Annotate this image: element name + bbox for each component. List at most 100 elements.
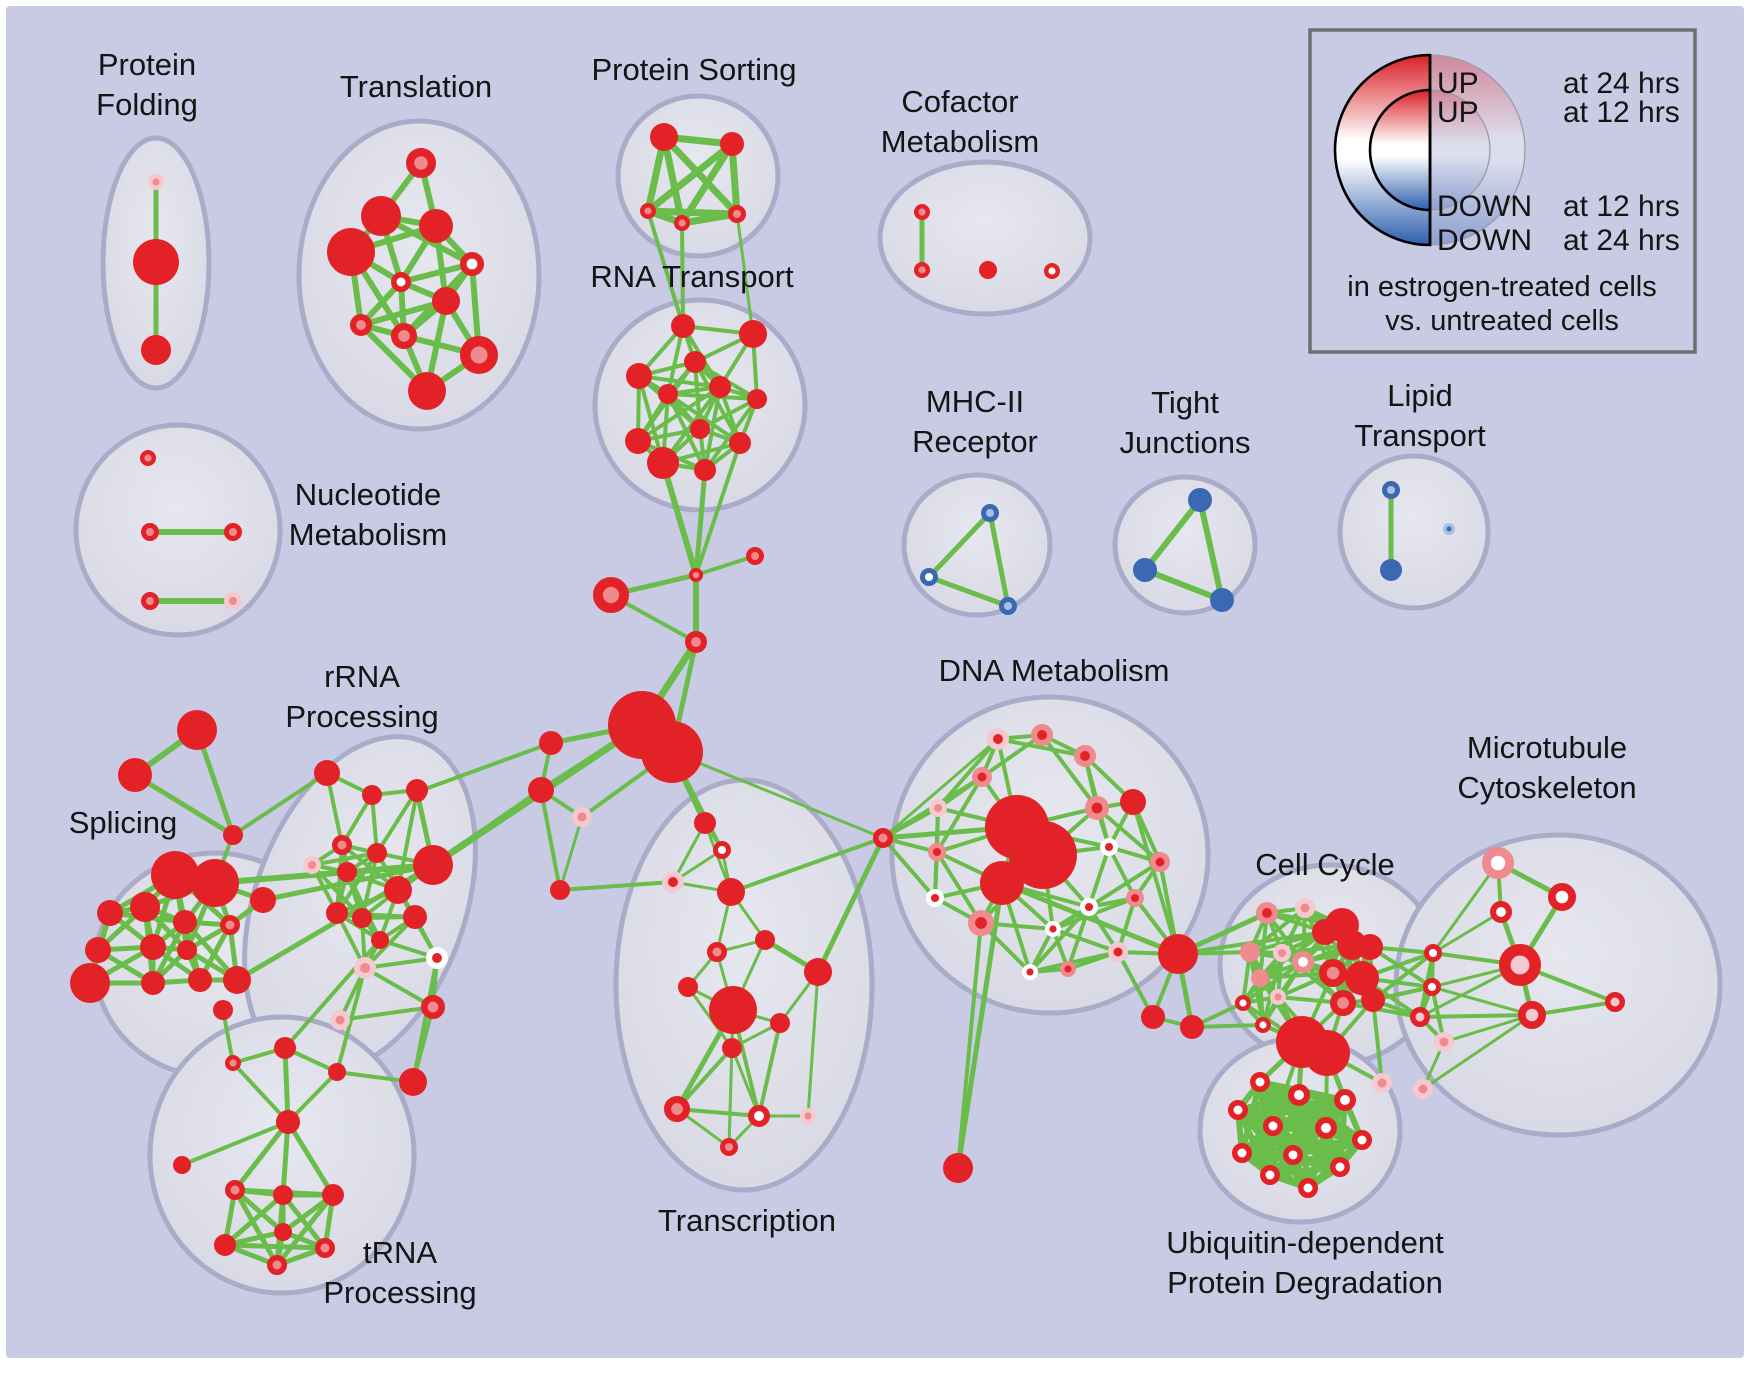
gene-node-rs bbox=[1329, 990, 1356, 1017]
edge bbox=[1028, 905, 1091, 974]
gene-node-rw bbox=[1283, 1145, 1303, 1165]
cluster-label-trna-processing: tRNA Processing bbox=[323, 1235, 476, 1310]
cluster-label-transcription: Transcription bbox=[658, 1203, 836, 1238]
gene-node-rs bbox=[141, 591, 160, 610]
gene-node-r bbox=[678, 977, 698, 997]
edge bbox=[1142, 567, 1225, 603]
edge bbox=[1241, 960, 1305, 1005]
gene-node-sr bbox=[1085, 795, 1110, 820]
gene-node-b bbox=[1380, 559, 1402, 581]
gene-node-r bbox=[1357, 934, 1383, 960]
gene-node-r bbox=[722, 1038, 742, 1058]
edge bbox=[1131, 800, 1180, 956]
edge bbox=[232, 1187, 286, 1235]
gene-node-rw bbox=[1234, 995, 1251, 1012]
gene-node-r bbox=[223, 966, 251, 994]
edge bbox=[280, 1192, 328, 1251]
gene-node-b bbox=[1133, 558, 1157, 582]
gene-node-ps bbox=[1413, 1079, 1433, 1099]
gene-node-r bbox=[352, 908, 372, 928]
edge bbox=[996, 737, 1087, 758]
gene-node-r bbox=[223, 825, 243, 845]
edge bbox=[231, 1061, 290, 1124]
edge bbox=[1087, 860, 1162, 909]
cluster-bubble-cofactor-metabolism bbox=[877, 159, 1093, 317]
edge bbox=[926, 510, 993, 580]
gene-node-rs bbox=[420, 994, 445, 1019]
gene-node-sr bbox=[1256, 902, 1279, 925]
gene-node-pr bbox=[662, 871, 685, 894]
gene-node-rw bbox=[1260, 1165, 1280, 1185]
gene-node-r bbox=[755, 930, 775, 950]
gene-node-rs bbox=[460, 336, 499, 375]
edge bbox=[375, 788, 419, 855]
gene-node-rs bbox=[141, 522, 160, 541]
gene-node-rs bbox=[332, 835, 352, 855]
gene-node-r bbox=[250, 887, 276, 913]
edge bbox=[678, 210, 741, 227]
cluster-bubble-microtubule-cytoskeleton bbox=[1393, 832, 1723, 1138]
gene-node-ps bbox=[303, 855, 322, 874]
gene-node-r bbox=[770, 1013, 790, 1033]
gene-node-rp bbox=[1605, 992, 1625, 1012]
edge bbox=[881, 836, 937, 900]
gene-node-r bbox=[980, 861, 1024, 905]
gene-node-s bbox=[1251, 969, 1269, 987]
edge bbox=[686, 985, 734, 1050]
edge bbox=[180, 1120, 290, 1167]
gene-node-r bbox=[214, 1234, 236, 1256]
edge bbox=[232, 1119, 291, 1193]
cluster-label-dna-metabolism: DNA Metabolism bbox=[939, 653, 1170, 688]
cluster-label-tight-junctions: Tight Junctions bbox=[1120, 385, 1251, 460]
gene-node-sr bbox=[972, 767, 992, 787]
legend-direction-label: DOWN bbox=[1437, 190, 1532, 223]
gene-node-r bbox=[274, 1037, 296, 1059]
gene-node-rs bbox=[349, 313, 372, 336]
gene-node-rw bbox=[1263, 1116, 1283, 1136]
gene-node-r bbox=[690, 419, 710, 439]
gene-node-wr bbox=[1021, 964, 1038, 981]
edge bbox=[1142, 497, 1203, 573]
edge bbox=[693, 467, 708, 578]
edge bbox=[1421, 1013, 1534, 1091]
cluster-label-microtubule-cytoskeleton: Microtubule Cytoskeleton bbox=[1457, 730, 1636, 805]
edge bbox=[735, 212, 755, 336]
gene-node-rs bbox=[593, 577, 630, 614]
edge bbox=[1431, 910, 1503, 955]
cluster-label-rna-transport: RNA Transport bbox=[590, 259, 794, 294]
edge bbox=[703, 397, 759, 472]
gene-node-r bbox=[720, 132, 744, 156]
gene-node-r bbox=[406, 779, 428, 801]
gene-node-r bbox=[641, 721, 703, 783]
edge bbox=[558, 880, 675, 892]
cluster-label-splicing: Splicing bbox=[69, 805, 178, 840]
edge bbox=[703, 385, 722, 472]
gene-node-r bbox=[173, 910, 197, 934]
cluster-label-mhc-ii-receptor: MHC-II Receptor bbox=[912, 384, 1038, 459]
gene-node-r bbox=[625, 428, 651, 454]
edge bbox=[671, 821, 707, 884]
legend-caption-line: vs. untreated cells bbox=[1385, 305, 1619, 337]
gene-node-r bbox=[177, 710, 217, 750]
gene-node-r bbox=[1158, 934, 1198, 974]
edge bbox=[310, 851, 379, 867]
cluster-label-protein-sorting: Protein Sorting bbox=[591, 52, 796, 87]
edge bbox=[232, 1187, 280, 1268]
gene-node-sr bbox=[927, 842, 946, 861]
gene-node-r bbox=[274, 1223, 292, 1241]
nodes bbox=[70, 123, 1625, 1275]
gene-node-sw bbox=[1482, 847, 1515, 880]
gene-node-bl bbox=[980, 504, 999, 523]
gene-node-rs bbox=[745, 546, 764, 565]
gene-node-r bbox=[413, 845, 453, 885]
edge bbox=[644, 140, 736, 215]
edge bbox=[666, 392, 759, 401]
edge bbox=[222, 1242, 328, 1251]
gene-node-rs bbox=[727, 205, 746, 224]
edge bbox=[1267, 1164, 1343, 1178]
edge bbox=[1371, 951, 1435, 1002]
edge bbox=[980, 733, 1044, 779]
gene-node-rs bbox=[267, 1255, 287, 1275]
cluster-label-rrna-processing: rRNA Processing bbox=[285, 659, 438, 734]
